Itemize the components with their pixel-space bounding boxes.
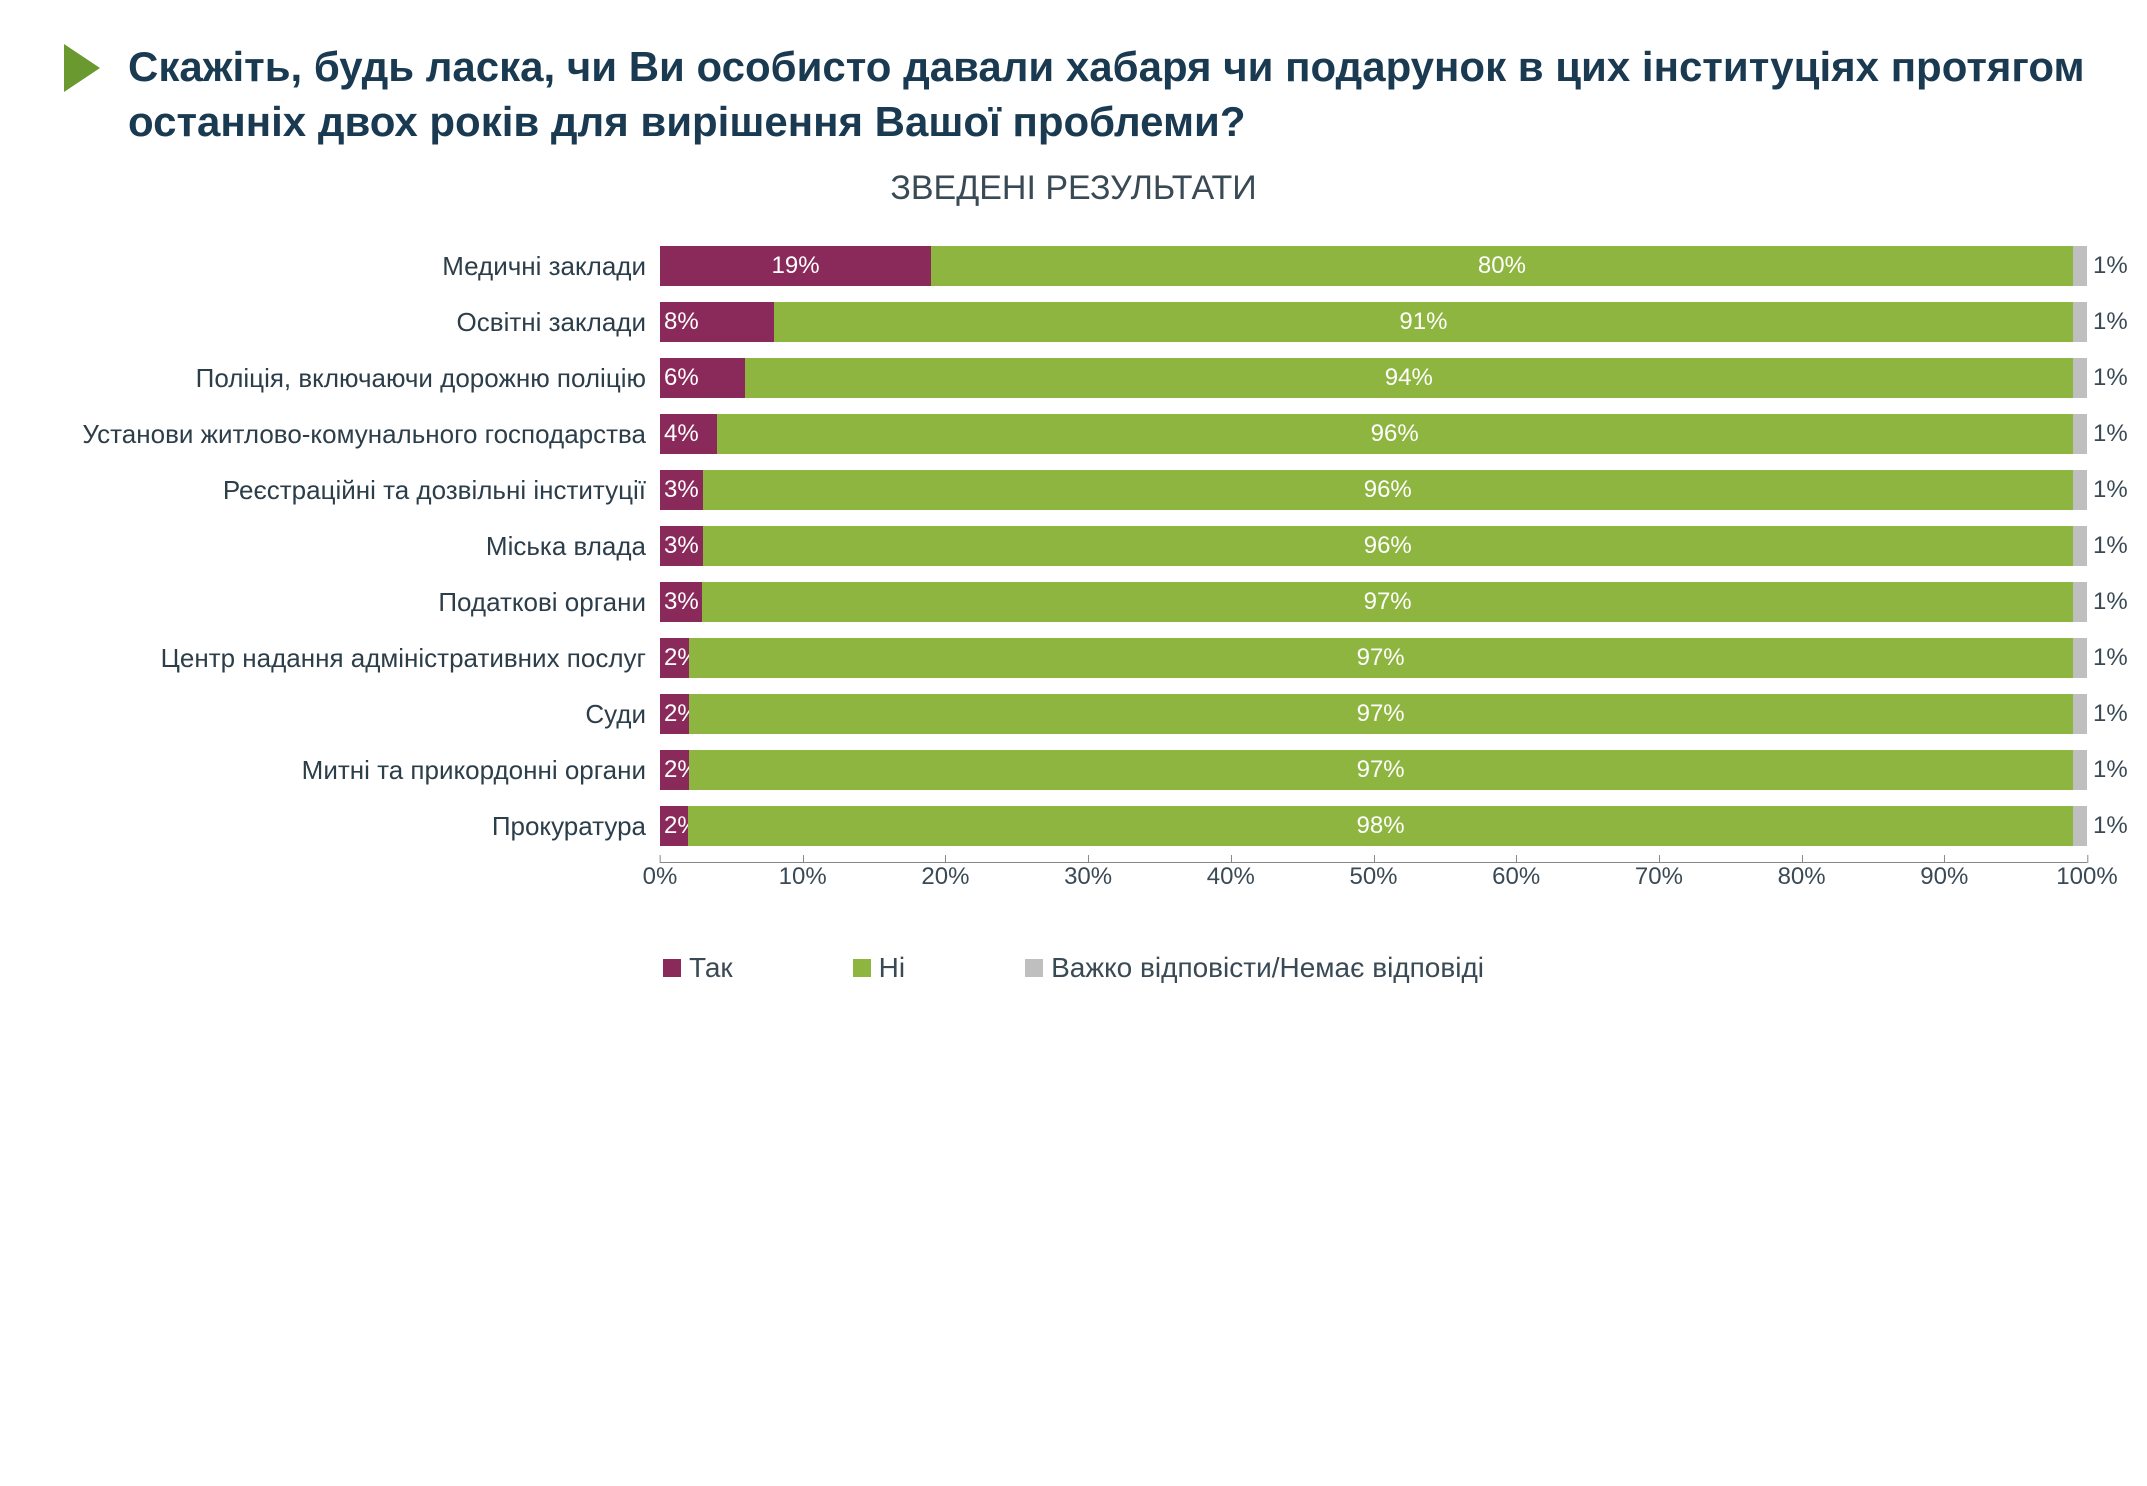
axis-tick: 10%: [779, 863, 827, 891]
bar-segment-no: 94%: [745, 358, 2073, 398]
chart-row: Податкові органи3%97%1%: [60, 574, 2087, 630]
bar-segment-dk: 1%: [2073, 526, 2087, 566]
bar-segment-no: 80%: [931, 246, 2073, 286]
chart-row: Міська влада3%96%1%: [60, 518, 2087, 574]
bar-chart: Медичні заклади19%80%1%Освітні заклади8%…: [60, 238, 2087, 854]
legend-label: Так: [689, 952, 733, 984]
category-label: Поліція, включаючи дорожню поліцію: [60, 363, 660, 394]
bar-track: 6%94%1%: [660, 358, 2087, 398]
chart-row: Прокуратура2%98%1%: [60, 798, 2087, 854]
bar-segment-dk: 1%: [2073, 470, 2087, 510]
category-label: Медичні заклади: [60, 251, 660, 282]
bar-segment-dk: 1%: [2073, 806, 2087, 846]
bar-segment-dk: 1%: [2073, 638, 2087, 678]
bar-segment-yes: 2%: [660, 694, 689, 734]
bar-track: 2%97%1%: [660, 694, 2087, 734]
category-label: Міська влада: [60, 531, 660, 562]
legend-item: Ні: [853, 952, 905, 984]
bar-segment-dk: 1%: [2073, 246, 2087, 286]
bar-segment-yes: 3%: [660, 526, 703, 566]
bar-segment-dk: 1%: [2073, 414, 2087, 454]
bar-segment-no: 96%: [703, 526, 2073, 566]
bar-segment-yes: 6%: [660, 358, 745, 398]
bar-segment-no: 96%: [703, 470, 2073, 510]
category-label: Реєстраційні та дозвільні інституції: [60, 475, 660, 506]
category-label: Освітні заклади: [60, 307, 660, 338]
bar-track: 3%97%1%: [660, 582, 2087, 622]
chart-row: Освітні заклади8%91%1%: [60, 294, 2087, 350]
axis-tick: 80%: [1778, 863, 1826, 891]
category-label: Суди: [60, 699, 660, 730]
bar-segment-yes: 19%: [660, 246, 931, 286]
bar-segment-no: 98%: [688, 806, 2073, 846]
category-label: Прокуратура: [60, 811, 660, 842]
bar-track: 3%96%1%: [660, 470, 2087, 510]
header: Скажіть, будь ласка, чи Ви особисто дава…: [60, 40, 2087, 149]
legend-item: Так: [663, 952, 733, 984]
chart-row: Медичні заклади19%80%1%: [60, 238, 2087, 294]
bar-segment-yes: 4%: [660, 414, 717, 454]
bar-track: 2%97%1%: [660, 638, 2087, 678]
axis-tick: 20%: [921, 863, 969, 891]
chart-row: Установи житлово-комунального господарст…: [60, 406, 2087, 462]
bar-segment-yes: 3%: [660, 470, 703, 510]
legend: Так Ні Важко відповісти/Немає відповіді: [60, 952, 2087, 984]
chart-row: Суди2%97%1%: [60, 686, 2087, 742]
category-label: Податкові органи: [60, 587, 660, 618]
bar-segment-yes: 2%: [660, 806, 688, 846]
bar-track: 8%91%1%: [660, 302, 2087, 342]
legend-label: Ні: [879, 952, 905, 984]
bar-segment-dk: 1%: [2073, 302, 2087, 342]
category-label: Установи житлово-комунального господарст…: [60, 419, 660, 450]
legend-label: Важко відповісти/Немає відповіді: [1051, 952, 1484, 984]
category-label: Митні та прикордонні органи: [60, 755, 660, 786]
subtitle: ЗВЕДЕНІ РЕЗУЛЬТАТИ: [60, 169, 2087, 208]
question-title: Скажіть, будь ласка, чи Ви особисто дава…: [128, 40, 2087, 149]
legend-item: Важко відповісти/Немає відповіді: [1025, 952, 1484, 984]
chart-row: Реєстраційні та дозвільні інституції3%96…: [60, 462, 2087, 518]
chart-row: Митні та прикордонні органи2%97%1%: [60, 742, 2087, 798]
bar-track: 4%96%1%: [660, 414, 2087, 454]
axis-tick: 60%: [1492, 863, 1540, 891]
bar-track: 2%98%1%: [660, 806, 2087, 846]
bar-segment-no: 97%: [689, 694, 2073, 734]
bar-segment-no: 97%: [689, 750, 2073, 790]
axis-tick: 40%: [1207, 863, 1255, 891]
bar-track: 3%96%1%: [660, 526, 2087, 566]
chart-row: Поліція, включаючи дорожню поліцію6%94%1…: [60, 350, 2087, 406]
arrow-right-icon: [60, 40, 104, 96]
bar-segment-no: 91%: [774, 302, 2073, 342]
axis-tick: 100%: [2056, 863, 2117, 891]
bar-segment-dk: 1%: [2073, 694, 2087, 734]
legend-swatch: [1025, 959, 1043, 977]
bar-segment-dk: 1%: [2073, 750, 2087, 790]
bar-track: 19%80%1%: [660, 246, 2087, 286]
axis-tick: 0%: [643, 863, 678, 891]
axis-tick: 90%: [1920, 863, 1968, 891]
bar-segment-yes: 8%: [660, 302, 774, 342]
bar-track: 2%97%1%: [660, 750, 2087, 790]
bar-segment-dk: 1%: [2073, 582, 2087, 622]
bar-segment-no: 97%: [702, 582, 2073, 622]
chart-row: Центр надання адміністративних послуг2%9…: [60, 630, 2087, 686]
x-axis: 0%10%20%30%40%50%60%70%80%90%100%: [60, 862, 2087, 902]
legend-swatch: [663, 959, 681, 977]
axis-tick: 30%: [1064, 863, 1112, 891]
bar-segment-yes: 3%: [660, 582, 702, 622]
axis-tick: 50%: [1349, 863, 1397, 891]
category-label: Центр надання адміністративних послуг: [60, 643, 660, 674]
legend-swatch: [853, 959, 871, 977]
bar-segment-dk: 1%: [2073, 358, 2087, 398]
bar-segment-yes: 2%: [660, 638, 689, 678]
bar-segment-no: 97%: [689, 638, 2073, 678]
bar-segment-yes: 2%: [660, 750, 689, 790]
bar-segment-no: 96%: [717, 414, 2073, 454]
axis-tick: 70%: [1635, 863, 1683, 891]
